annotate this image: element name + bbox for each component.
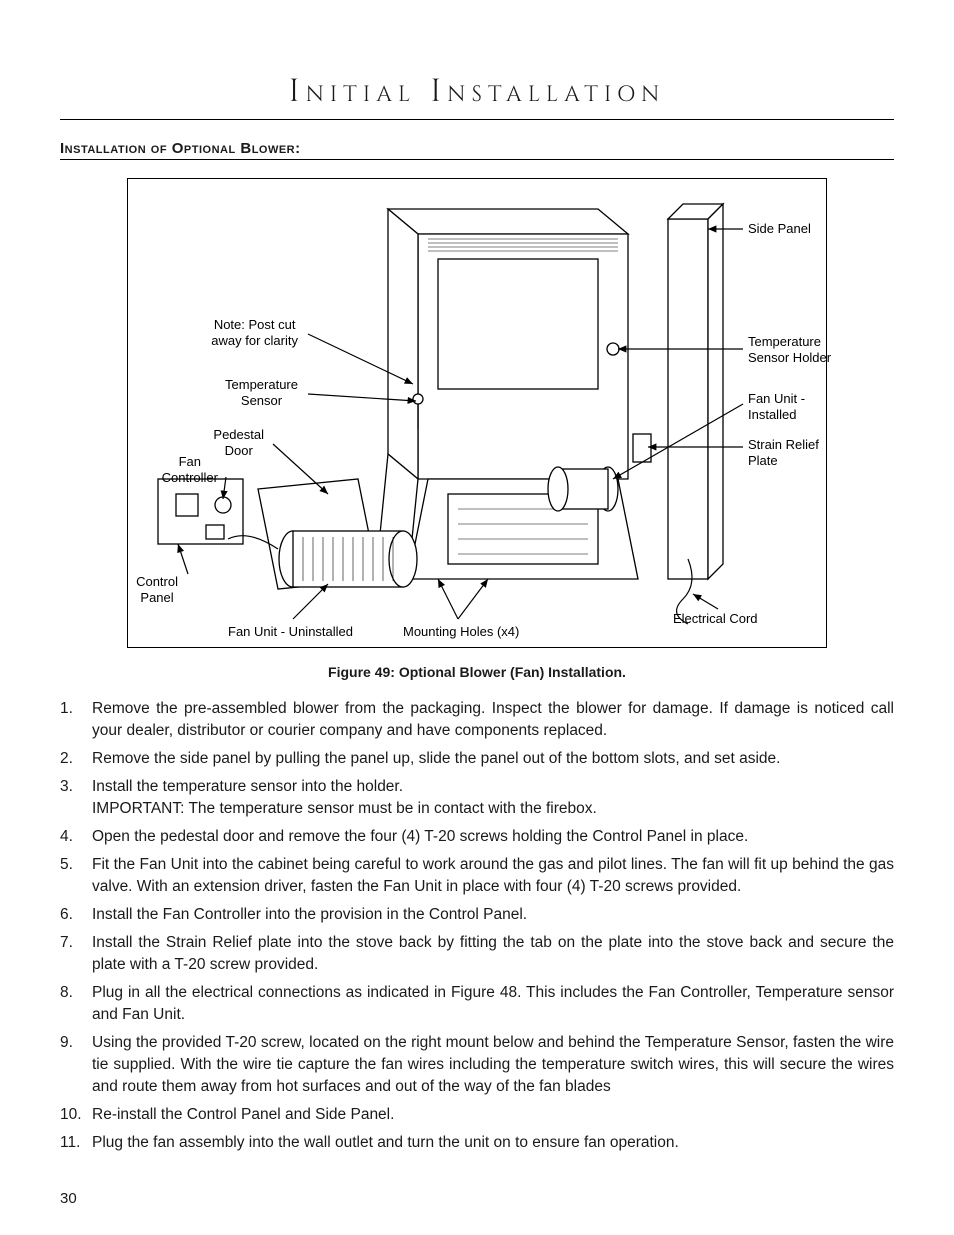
step-3: Install the temperature sensor into the … [60,776,894,820]
step-5: Fit the Fan Unit into the cabinet being … [60,854,894,898]
step-10: Re-install the Control Panel and Side Pa… [60,1104,894,1126]
figure-wrap: Side Panel TemperatureSensor Holder Fan … [60,178,894,680]
step-text: Fit the Fan Unit into the cabinet being … [92,856,894,895]
step-text: Install the Fan Controller into the prov… [92,906,527,923]
step-text: Plug the fan assembly into the wall outl… [92,1134,679,1151]
label-temp-sensor-holder: TemperatureSensor Holder [748,334,831,367]
label-side-panel: Side Panel [748,221,811,237]
label-strain-relief-plate: Strain ReliefPlate [748,437,819,470]
step-text: Open the pedestal door and remove the fo… [92,828,748,845]
step-text: Remove the side panel by pulling the pan… [92,750,780,767]
blower-diagram-svg [128,179,828,649]
step-1: Remove the pre-assembled blower from the… [60,698,894,742]
step-text: Install the Strain Relief plate into the… [92,934,894,973]
label-fan-unit-installed: Fan Unit -Installed [748,391,805,424]
step-4: Open the pedestal door and remove the fo… [60,826,894,848]
step-8: Plug in all the electrical connections a… [60,982,894,1026]
step-text: Re-install the Control Panel and Side Pa… [92,1106,394,1123]
label-control-panel: ControlPanel [136,574,178,607]
step-9: Using the provided T-20 screw, located o… [60,1032,894,1098]
step-text: Remove the pre-assembled blower from the… [92,700,894,739]
step-text: Install the temperature sensor into the … [92,778,403,795]
step-subtext: IMPORTANT: The temperature sensor must b… [92,798,894,820]
step-11: Plug the fan assembly into the wall outl… [60,1132,894,1154]
label-fan-unit-uninstalled: Fan Unit - Uninstalled [228,624,353,640]
step-text: Using the provided T-20 screw, located o… [92,1034,894,1095]
label-pedestal-door: PedestalDoor [213,427,264,460]
figure-caption: Figure 49: Optional Blower (Fan) Install… [60,664,894,680]
section-heading: Installation of Optional Blower: [60,140,894,160]
step-7: Install the Strain Relief plate into the… [60,932,894,976]
label-note-post-cut: Note: Post cutaway for clarity [211,317,298,350]
step-6: Install the Fan Controller into the prov… [60,904,894,926]
label-electrical-cord: Electrical Cord [673,611,758,627]
figure-49-diagram: Side Panel TemperatureSensor Holder Fan … [127,178,827,648]
page-title: Initial Installation [60,70,894,120]
installation-steps: Remove the pre-assembled blower from the… [60,698,894,1154]
step-2: Remove the side panel by pulling the pan… [60,748,894,770]
page-number: 30 [60,1190,77,1207]
label-mounting-holes: Mounting Holes (x4) [403,624,519,640]
label-fan-controller: FanController [162,454,218,487]
step-text: Plug in all the electrical connections a… [92,984,894,1023]
label-temp-sensor: TemperatureSensor [225,377,298,410]
